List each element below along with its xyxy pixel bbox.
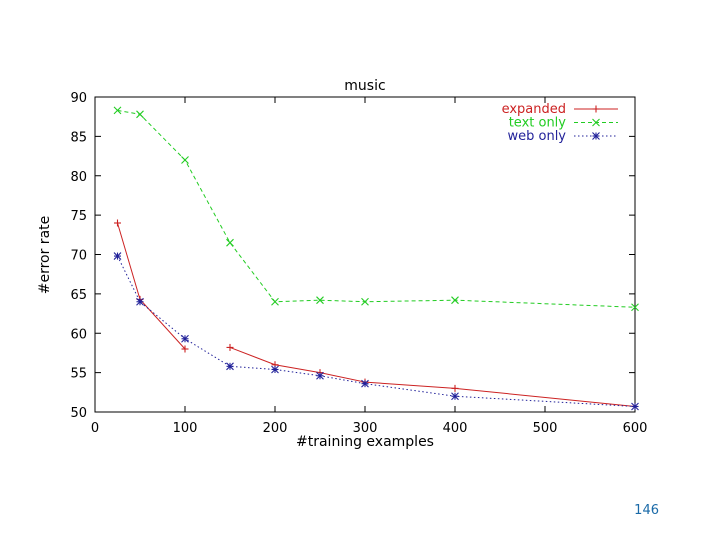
legend-marker-web-only: [592, 132, 600, 140]
y-axis-label: #error rate: [37, 216, 53, 295]
legend-label-expanded: expanded: [502, 102, 566, 117]
marker-stroke: [226, 362, 234, 371]
marker-stroke: [361, 379, 369, 388]
marker-stroke: [113, 106, 122, 115]
marker-stroke: [136, 297, 144, 306]
x-tick-label: 100: [173, 421, 198, 436]
series-layer: [113, 106, 639, 411]
series-text-only: [113, 106, 639, 312]
data-point-web-only: [226, 362, 234, 371]
marker-stroke: [113, 252, 122, 260]
series-line-web-only: [117, 255, 636, 407]
data-point-web-only: [181, 334, 189, 343]
legend-marker-text-only: [592, 118, 600, 127]
x-tick-label: 300: [353, 421, 378, 436]
marker-stroke: [271, 365, 279, 374]
data-point-web-only: [631, 402, 639, 411]
y-tick-label: 85: [70, 130, 87, 145]
data-point-text-only: [181, 156, 189, 164]
marker-stroke: [271, 297, 279, 306]
marker-stroke: [451, 392, 459, 401]
data-point-web-only: [136, 297, 144, 306]
legend-marker-expanded: [592, 105, 600, 113]
data-point-web-only: [451, 392, 459, 401]
marker-stroke: [181, 156, 189, 164]
marker-stroke: [592, 132, 600, 140]
y-tick-label: 75: [70, 209, 87, 224]
marker-stroke: [631, 303, 639, 312]
marker-stroke: [361, 297, 369, 306]
data-point-text-only: [226, 238, 234, 247]
plot-frame-layer: [94, 96, 636, 413]
data-point-text-only: [271, 297, 279, 306]
series-line-expanded: [117, 222, 186, 350]
data-point-expanded: [181, 345, 189, 353]
data-point-web-only: [271, 365, 279, 374]
series-web-only: [113, 252, 639, 411]
marker-stroke: [451, 296, 459, 305]
legend-label-web-only: web only: [507, 129, 566, 144]
data-point-expanded: [226, 343, 234, 351]
data-point-web-only: [316, 371, 324, 380]
y-tick-label: 55: [70, 367, 87, 382]
y-tick-label: 65: [70, 288, 87, 303]
marker-stroke: [226, 238, 234, 247]
y-tick-label: 60: [70, 327, 87, 342]
marker-stroke: [316, 296, 324, 305]
marker-stroke: [316, 371, 324, 380]
x-tick-label: 200: [263, 421, 288, 436]
x-tick-label: 600: [623, 421, 648, 436]
x-axis-label: #training examples: [296, 434, 434, 450]
data-point-text-only: [316, 296, 324, 305]
chart-title: music: [344, 78, 385, 94]
x-tick-label: 400: [443, 421, 468, 436]
marker-stroke: [181, 334, 189, 343]
marker-stroke: [592, 118, 600, 127]
x-tick-label: 0: [91, 421, 99, 436]
y-tick-label: 80: [70, 170, 87, 185]
marker-stroke: [631, 402, 639, 411]
data-point-text-only: [136, 110, 144, 119]
data-point-text-only: [631, 303, 639, 312]
axis-layer: 0 100 200 300 400 500 600 50 55 60 65 70 75 80 85 90: [70, 91, 647, 436]
series-expanded: [114, 219, 639, 410]
data-point-text-only: [113, 106, 122, 115]
plot-frame: [94, 96, 636, 413]
data-point-web-only: [361, 379, 369, 388]
page-number: 146: [634, 503, 659, 518]
y-tick-label: 50: [70, 406, 87, 421]
data-point-expanded: [451, 384, 459, 392]
series-line-expanded: [229, 346, 636, 407]
marker-stroke: [136, 110, 144, 119]
data-point-web-only: [113, 252, 122, 260]
y-tick-label: 70: [70, 249, 87, 264]
x-tick-label: 500: [533, 421, 558, 436]
data-point-text-only: [361, 297, 369, 306]
y-tick-label: 90: [70, 91, 87, 106]
data-point-expanded: [114, 219, 121, 227]
legend-label-text-only: text only: [509, 116, 567, 131]
data-point-text-only: [451, 296, 459, 305]
